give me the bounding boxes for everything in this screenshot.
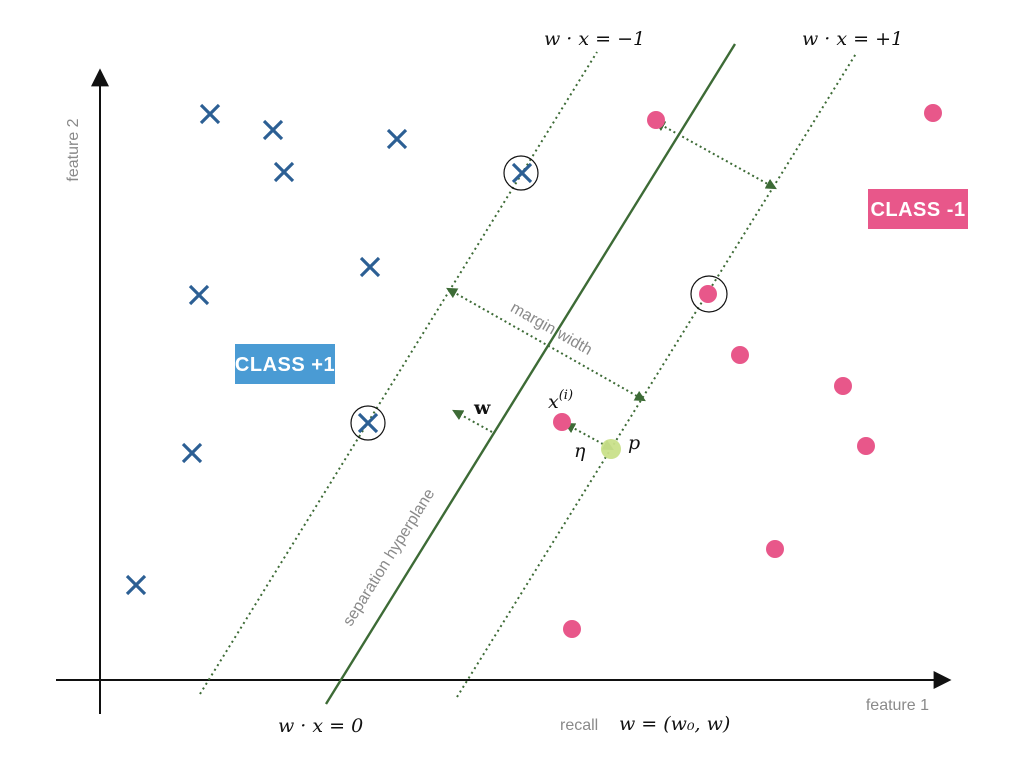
cross-icon	[359, 256, 381, 278]
margin-arrows	[446, 120, 777, 451]
cross-icon	[511, 162, 533, 184]
circle-outline-icon	[503, 155, 539, 191]
cross-icon	[199, 103, 221, 125]
dot-icon	[766, 540, 784, 558]
eta-label: η	[574, 440, 586, 462]
cross-icon	[273, 161, 295, 183]
class-pos-badge: CLASS +1	[235, 344, 335, 384]
margin-width-arrow	[446, 287, 646, 402]
support-vectors	[350, 155, 728, 441]
dot-icon	[699, 285, 717, 303]
dot-icon	[731, 346, 749, 364]
cross-icon	[262, 119, 284, 141]
w-vector-label: w	[473, 397, 491, 419]
eq-zero: w · x = 0	[278, 715, 363, 737]
eq-neg1: w · x = −1	[544, 28, 645, 50]
dot-icon	[857, 437, 875, 455]
axes: feature 1 feature 2	[56, 68, 952, 714]
class-neg-badge: CLASS -1	[868, 189, 968, 229]
class-neg-points	[553, 104, 942, 638]
circle-outline-icon	[690, 275, 728, 313]
circle-outline-icon	[350, 405, 386, 441]
eq-pos1: w · x = +1	[802, 28, 903, 50]
separation-hyperplane	[324, 43, 737, 705]
recall-word: recall	[560, 717, 598, 734]
p-label: p	[628, 432, 640, 454]
dot-icon	[647, 111, 665, 129]
dot-icon	[553, 413, 571, 431]
cross-icon	[188, 284, 210, 306]
top-margin-arrow	[654, 120, 777, 190]
class-neg-label: CLASS -1	[870, 199, 965, 221]
class-pos-points	[125, 103, 533, 596]
y-axis-title: feature 2	[65, 118, 82, 181]
margin-boundary-pos1	[456, 51, 858, 698]
dot-icon	[834, 377, 852, 395]
projection-point-p	[601, 439, 621, 459]
cross-icon	[357, 412, 379, 434]
cross-icon	[386, 128, 408, 150]
dot-icon	[563, 620, 581, 638]
recall-formula: w = (w₀, w)	[619, 713, 730, 735]
margin-width-label: margin width	[508, 299, 595, 358]
xi-label: x(i)	[548, 388, 573, 413]
class-pos-label: CLASS +1	[235, 354, 335, 376]
xi-superscript: (i)	[559, 388, 573, 403]
cross-icon	[125, 574, 147, 596]
eta-projection-arrow	[564, 422, 614, 451]
w-vector-arrow	[452, 409, 493, 433]
dot-icon	[924, 104, 942, 122]
hyperplane-label: separation hyperplane	[340, 486, 438, 629]
cross-icon	[181, 442, 203, 464]
x-axis-title: feature 1	[866, 697, 929, 714]
xi-base: x	[548, 391, 559, 413]
